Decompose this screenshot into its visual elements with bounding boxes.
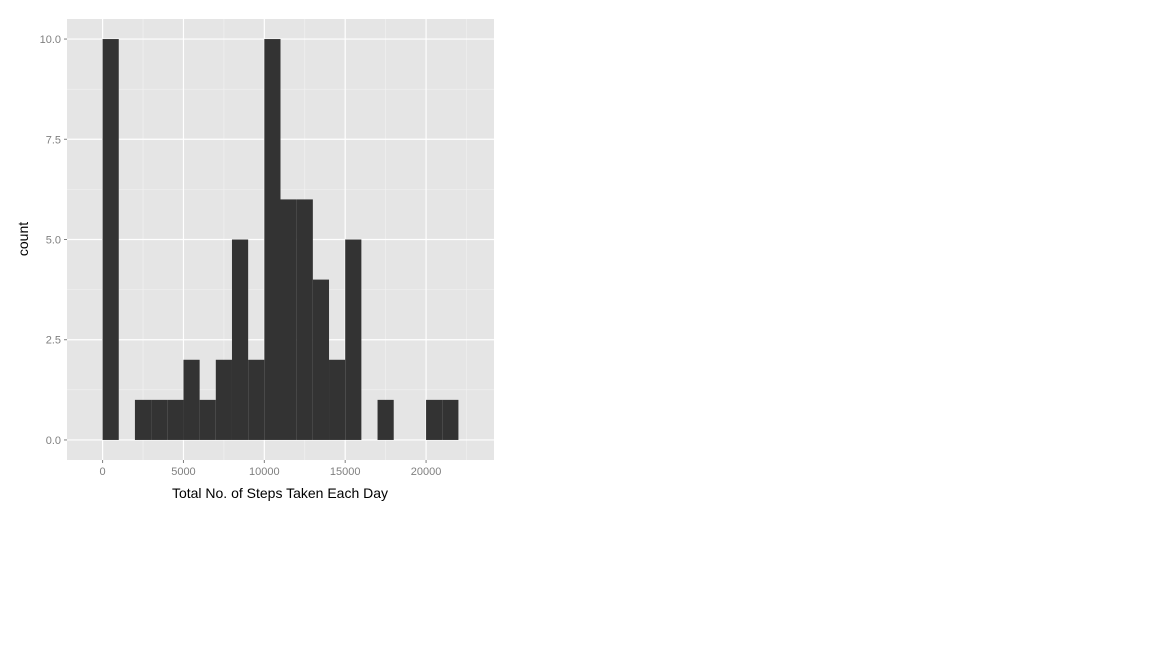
x-axis-ticks: 0 5000 10000 15000 20000	[100, 460, 442, 478]
histogram-bar	[426, 399, 443, 440]
y-axis-title: count	[15, 222, 31, 256]
histogram-bar	[345, 239, 362, 440]
x-tick-label: 10000	[249, 466, 280, 478]
y-tick-label: 5.0	[46, 235, 61, 247]
histogram-bar	[280, 199, 297, 440]
histogram-bar	[264, 39, 281, 440]
y-tick-label: 10.0	[40, 34, 61, 46]
y-tick-label: 7.5	[46, 134, 61, 146]
histogram-bar	[183, 359, 200, 440]
histogram-bar	[199, 399, 216, 440]
histogram-bar	[215, 359, 232, 440]
histogram-bar	[296, 199, 313, 440]
histogram-bar	[231, 239, 249, 440]
histogram-bar	[151, 399, 168, 440]
histogram-bar	[377, 399, 394, 440]
histogram-bar	[442, 399, 459, 440]
y-axis-ticks: 0.0 2.5 5.0 7.5 10.0	[40, 34, 67, 447]
histogram-bar	[329, 359, 346, 440]
x-tick-label: 15000	[330, 466, 361, 478]
histogram-bar	[134, 399, 152, 440]
histogram-bar	[312, 279, 330, 440]
histogram-bar	[102, 39, 119, 440]
histogram-bar	[167, 399, 184, 440]
y-tick-label: 2.5	[46, 335, 61, 347]
x-tick-label: 5000	[171, 466, 195, 478]
x-tick-label: 0	[100, 466, 106, 478]
histogram-bar	[248, 359, 265, 440]
x-tick-label: 20000	[411, 466, 442, 478]
y-tick-label: 0.0	[46, 435, 61, 447]
x-axis-title: Total No. of Steps Taken Each Day	[172, 485, 388, 501]
histogram-bars	[102, 39, 459, 440]
